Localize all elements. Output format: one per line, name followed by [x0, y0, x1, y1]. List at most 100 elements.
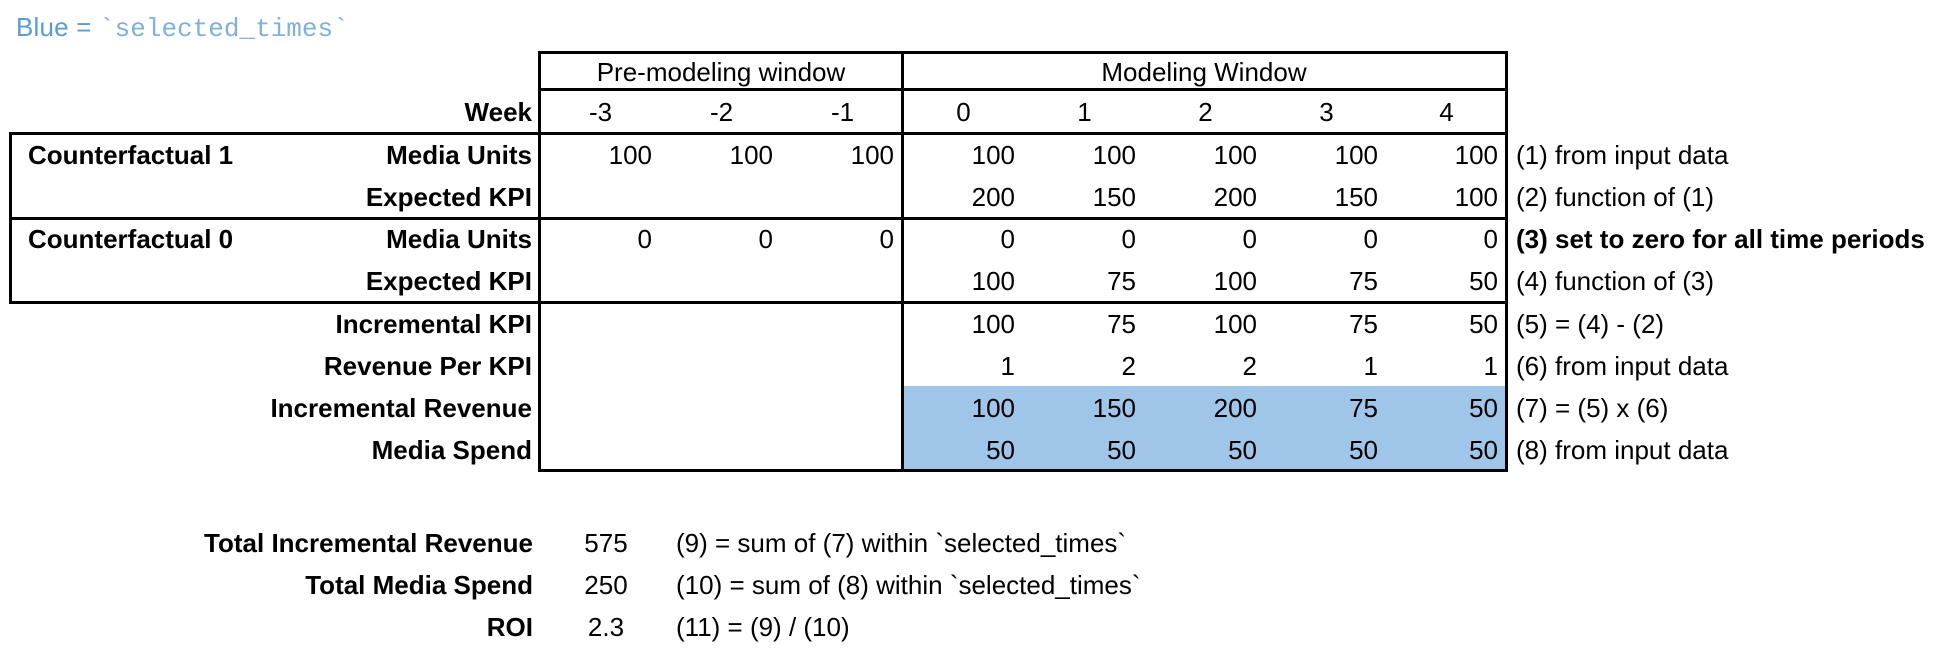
week-number-cell: -1: [830, 97, 855, 127]
row-label: Expected KPI: [365, 266, 532, 296]
table-border-right: [1505, 51, 1508, 472]
row-label: Expected KPI: [365, 182, 532, 212]
modeling-window-value-cell: 0: [1121, 224, 1136, 254]
pre-window-value-cell: 0: [758, 224, 773, 254]
modeling-window-value-cell: 100: [1213, 309, 1257, 339]
week-number-cell: -3: [588, 97, 613, 127]
pre-modeling-window-header: Pre-modeling window: [596, 57, 846, 87]
modeling-window-value-cell: 100: [971, 266, 1015, 296]
week-number-cell: 2: [1198, 97, 1213, 127]
counterfactual-box-left-border: [9, 132, 12, 304]
modeling-window-header: Modeling Window: [1101, 57, 1307, 87]
row-annotation: (6) from input data: [1516, 351, 1729, 381]
row-label: Media Units: [386, 140, 532, 170]
modeling-window-value-cell: 1: [1483, 351, 1498, 381]
table-border-left: [538, 51, 541, 472]
table-border-between-counterfactuals: [9, 217, 1508, 220]
counterfactual-group-label: Counterfactual 0: [28, 224, 234, 254]
row-label: Media Spend: [371, 435, 532, 465]
pre-window-value-cell: 0: [637, 224, 652, 254]
pre-window-value-cell: 0: [879, 224, 894, 254]
modeling-window-value-cell: 0: [1483, 224, 1498, 254]
week-number-cell: 0: [956, 97, 971, 127]
summary-label: Total Incremental Revenue: [204, 528, 533, 558]
modeling-window-value-cell: 0: [1363, 224, 1378, 254]
modeling-window-value-cell: 50: [1469, 266, 1498, 296]
modeling-window-value-cell: 50: [1469, 309, 1498, 339]
modeling-window-value-cell: 75: [1107, 309, 1136, 339]
modeling-window-value-cell: 100: [971, 140, 1015, 170]
modeling-window-value-cell: 50: [1349, 435, 1378, 465]
modeling-window-value-cell: 2: [1242, 351, 1257, 381]
row-annotation: (2) function of (1): [1516, 182, 1714, 212]
modeling-window-value-cell: 100: [1213, 140, 1257, 170]
modeling-window-value-cell: 200: [971, 182, 1015, 212]
modeling-window-value-cell: 75: [1349, 309, 1378, 339]
modeling-window-value-cell: 1: [1363, 351, 1378, 381]
modeling-window-value-cell: 150: [1092, 182, 1136, 212]
row-annotation: (7) = (5) x (6): [1516, 393, 1669, 423]
table-border-below-counterfactual-0: [9, 301, 1508, 304]
week-number-cell: 1: [1077, 97, 1092, 127]
modeling-window-value-cell: 50: [986, 435, 1015, 465]
modeling-window-value-cell: 50: [1469, 435, 1498, 465]
modeling-window-value-cell: 50: [1107, 435, 1136, 465]
row-label: Media Units: [386, 224, 532, 254]
modeling-window-value-cell: 200: [1213, 182, 1257, 212]
row-annotation: (3) set to zero for all time periods: [1516, 224, 1925, 254]
modeling-window-value-cell: 2: [1121, 351, 1136, 381]
window-divider-border: [901, 51, 904, 472]
legend-equals-sign: =: [68, 12, 100, 42]
row-label: Revenue Per KPI: [323, 351, 532, 381]
modeling-window-value-cell: 0: [1242, 224, 1257, 254]
modeling-window-value-cell: 100: [971, 393, 1015, 423]
row-label: Incremental Revenue: [270, 393, 532, 423]
summary-value: 2.3: [587, 612, 625, 642]
modeling-window-value-cell: 50: [1469, 393, 1498, 423]
week-number-cell: -2: [709, 97, 734, 127]
summary-value: 575: [584, 528, 628, 558]
row-annotation: (4) function of (3): [1516, 266, 1714, 296]
counterfactual-group-label: Counterfactual 1: [28, 140, 234, 170]
week-number-cell: 4: [1439, 97, 1454, 127]
modeling-window-value-cell: 200: [1213, 393, 1257, 423]
modeling-window-value-cell: 75: [1349, 393, 1378, 423]
summary-annotation: (10) = sum of (8) within `selected_times…: [676, 570, 1141, 600]
week-number-cell: 3: [1319, 97, 1334, 127]
legend-color-word: Blue: [16, 12, 69, 42]
modeling-window-value-cell: 100: [1454, 182, 1498, 212]
pre-window-value-cell: 100: [850, 140, 894, 170]
selected-times-highlight: [904, 386, 1505, 469]
modeling-window-value-cell: 100: [971, 309, 1015, 339]
modeling-window-value-cell: 75: [1349, 266, 1378, 296]
summary-annotation: (9) = sum of (7) within `selected_times`: [676, 528, 1127, 558]
row-annotation: (1) from input data: [1516, 140, 1729, 170]
summary-label: ROI: [486, 612, 533, 642]
summary-label: Total Media Spend: [305, 570, 533, 600]
table-border-under-window-headers: [538, 88, 1508, 91]
modeling-window-value-cell: 0: [1000, 224, 1015, 254]
row-annotation: (5) = (4) - (2): [1516, 309, 1665, 339]
modeling-window-value-cell: 150: [1334, 182, 1378, 212]
table-border-top: [538, 51, 1508, 54]
pre-window-value-cell: 100: [729, 140, 773, 170]
table-border-under-week-row: [9, 132, 1508, 135]
legend-selected-times-code: `selected_times`: [99, 14, 349, 44]
legend-note: Blue = `selected_times`: [16, 10, 349, 44]
week-row-label: Week: [464, 97, 532, 127]
table-border-bottom: [538, 469, 1508, 472]
row-label: Incremental KPI: [335, 309, 532, 339]
modeling-window-value-cell: 100: [1334, 140, 1378, 170]
summary-annotation: (11) = (9) / (10): [676, 612, 850, 642]
modeling-window-value-cell: 100: [1213, 266, 1257, 296]
row-annotation: (8) from input data: [1516, 435, 1729, 465]
modeling-window-value-cell: 100: [1092, 140, 1136, 170]
modeling-window-value-cell: 75: [1107, 266, 1136, 296]
modeling-window-value-cell: 50: [1228, 435, 1257, 465]
pre-window-value-cell: 100: [608, 140, 652, 170]
modeling-window-value-cell: 150: [1092, 393, 1136, 423]
modeling-window-value-cell: 1: [1000, 351, 1015, 381]
summary-value: 250: [584, 570, 628, 600]
modeling-window-value-cell: 100: [1454, 140, 1498, 170]
